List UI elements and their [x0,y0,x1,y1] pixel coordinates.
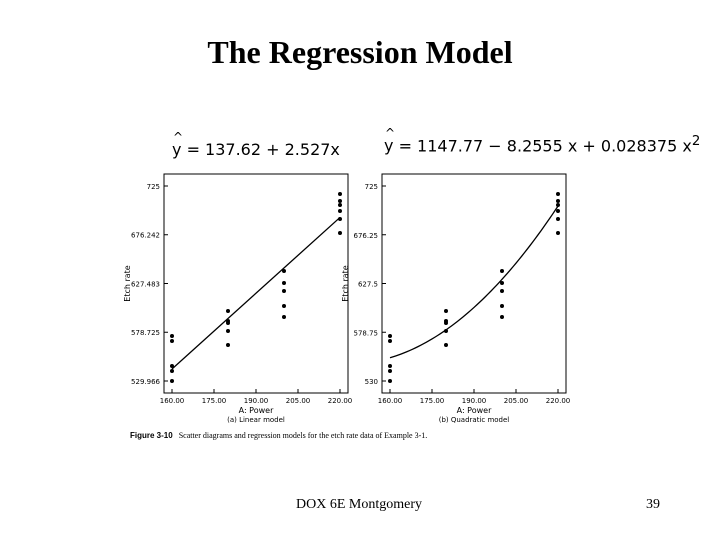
y-tick-label: 627.483 [131,281,160,289]
x-tick-label: 160.00 [160,397,185,405]
figure-caption-text: Scatter diagrams and regression models f… [178,431,428,440]
data-point [444,321,448,325]
data-point [556,231,560,235]
x-tick-label: 190.00 [462,397,487,405]
data-point [556,199,560,203]
data-point [338,216,342,221]
data-point [388,379,392,383]
quadratic-equation-rhs: = 1147.77 − 8.2555 x + 0.028375 x [398,136,692,156]
y-tick-label: 530 [365,378,378,386]
panel-subtitle: (a) Linear model [227,416,285,424]
data-point [500,289,504,293]
data-point [282,288,286,293]
data-point [556,192,560,196]
x-tick-label: 190.00 [244,397,269,405]
figure-caption: Figure 3-10 Scatter diagrams and regressi… [130,431,427,440]
x-axis-label: A: Power [239,406,274,415]
y-tick-label: 529.966 [131,378,160,386]
y-tick-label: 725 [147,183,160,191]
data-point [500,281,504,285]
data-point [500,315,504,319]
data-point [556,217,560,221]
data-point [388,364,392,368]
y-tick-label: 578.725 [131,329,160,337]
data-point [170,368,174,373]
data-point [444,343,448,347]
data-point [388,334,392,338]
data-point [338,191,342,196]
page-number: 39 [646,497,660,512]
data-point [170,338,174,343]
linear-equation: y = 137.62 + 2.527x [172,130,340,159]
data-point [556,209,560,213]
x-tick-label: 205.00 [504,397,529,405]
quadratic-exponent: 2 [691,134,701,149]
data-point [338,198,342,203]
data-point [444,309,448,313]
regression-line [171,216,341,370]
x-tick-label: 175.00 [420,397,445,405]
data-point [226,308,230,313]
data-point [282,280,286,285]
data-point [444,329,448,333]
y-axis-label: Etch rate [123,265,132,302]
data-point [556,203,560,207]
x-tick-label: 160.00 [378,397,403,405]
data-point [226,328,230,333]
y-tick-label: 627.5 [358,281,378,289]
x-tick-label: 220.00 [546,397,571,405]
data-point [282,314,286,319]
x-tick-label: 220.00 [328,397,353,405]
data-point [500,269,504,273]
data-point [500,304,504,308]
y-hat: y [172,130,184,159]
quadratic-equation: y = 1147.77 − 8.2555 x + 0.028375 x2 [384,126,701,156]
regression-curve [389,205,559,359]
plot-frame [381,173,567,394]
data-point [338,230,342,235]
y-tick-label: 725 [365,183,378,191]
x-tick-label: 205.00 [286,397,311,405]
slide-title: The Regression Model [207,34,513,70]
plot-frame [163,173,349,394]
data-point [338,202,342,207]
y-axis-label: Etch rate [341,265,350,302]
data-point [338,208,342,213]
x-axis-label: A: Power [457,406,492,415]
x-tick-label: 175.00 [202,397,227,405]
data-point [170,363,174,368]
slide-footer: DOX 6E Montgomery [296,497,422,512]
linear-equation-rhs: = 137.62 + 2.527x [186,140,340,159]
y-tick-label: 676.25 [354,232,379,240]
figure-caption-label: Figure 3-10 [130,431,173,440]
data-point [226,320,230,325]
y-hat: y [384,126,396,155]
y-tick-label: 578.75 [354,329,379,337]
data-point [388,339,392,343]
y-tick-label: 676.242 [131,232,160,240]
data-point [170,333,174,338]
data-point [388,369,392,373]
data-point [170,378,174,383]
panel-subtitle: (b) Quadratic model [439,416,510,424]
data-point [282,268,286,273]
data-point [282,303,286,308]
data-point [226,342,230,347]
